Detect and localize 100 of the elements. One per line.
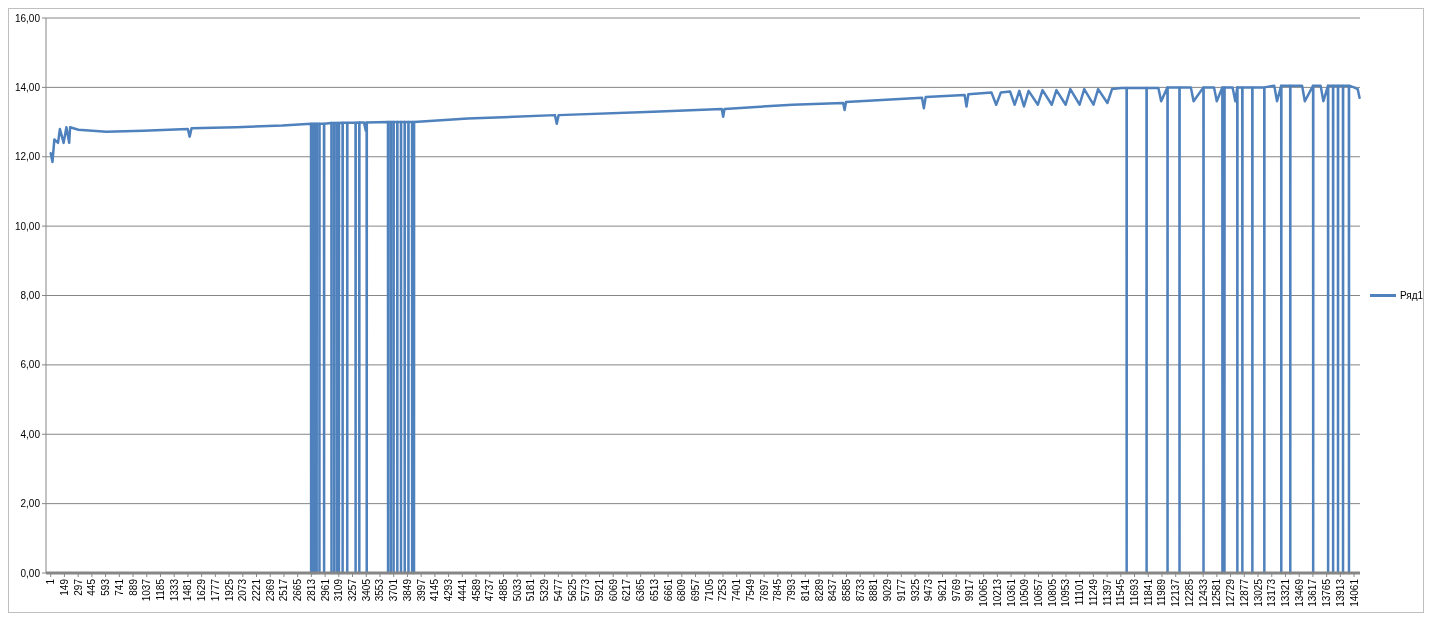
x-tick-label: 7697 xyxy=(758,578,770,602)
x-tick-label: 11101 xyxy=(1074,578,1086,606)
x-tick-label: 12877 xyxy=(1238,578,1250,607)
x-tick-label: 12729 xyxy=(1225,578,1237,607)
y-tick-label: 10,00 xyxy=(14,220,41,232)
y-tick-label: 12,00 xyxy=(14,151,41,163)
x-tick-label: 4885 xyxy=(497,578,509,602)
x-tick-label: 1333 xyxy=(168,578,180,602)
x-tick-label: 9325 xyxy=(909,578,921,602)
x-tick-label: 3701 xyxy=(388,578,400,602)
x-tick-label: 11841 xyxy=(1142,578,1154,607)
x-tick-label: 12581 xyxy=(1211,578,1223,607)
x-tick-label: 5033 xyxy=(511,578,523,602)
y-tick-label: 0,00 xyxy=(20,567,41,579)
x-tick-label: 8437 xyxy=(827,578,839,602)
x-tick-label: 4589 xyxy=(470,578,482,602)
x-tick-label: 4293 xyxy=(443,578,455,602)
x-tick-label: 11545 xyxy=(1115,578,1127,607)
x-tick-label: 4441 xyxy=(456,578,468,602)
x-tick-label: 2517 xyxy=(278,578,290,602)
x-tick-label: 3849 xyxy=(401,578,413,602)
x-tick-label: 7401 xyxy=(731,578,743,602)
line-series xyxy=(49,84,1361,575)
x-tick-label: 9473 xyxy=(923,578,935,602)
x-tick-label: 12137 xyxy=(1170,578,1182,607)
x-tick-label: 2369 xyxy=(264,578,276,602)
x-tick-label: 11989 xyxy=(1156,578,1168,607)
x-tick-label: 7845 xyxy=(772,578,784,602)
x-tick-label: 741 xyxy=(113,578,125,596)
x-tick-label: 1777 xyxy=(209,578,221,602)
y-tick-label: 2,00 xyxy=(20,498,41,510)
x-tick-label: 4737 xyxy=(484,578,496,602)
x-tick-label: 1037 xyxy=(141,578,153,602)
x-tick-label: 13173 xyxy=(1266,578,1278,607)
x-tick-label: 3553 xyxy=(374,578,386,602)
x-tick-label: 10065 xyxy=(978,578,990,607)
x-tick-label: 2813 xyxy=(305,578,317,602)
y-tick-label: 16,00 xyxy=(14,12,41,24)
x-tick-label: 13025 xyxy=(1252,578,1264,607)
x-tick-label: 7105 xyxy=(703,578,715,602)
x-tick-label: 9917 xyxy=(964,578,976,602)
x-tick-label: 1481 xyxy=(182,578,194,602)
x-tick-label: 13765 xyxy=(1321,578,1333,607)
x-tick-label: 3405 xyxy=(360,578,372,602)
x-tick-label: 1185 xyxy=(154,578,166,601)
x-tick-label: 6809 xyxy=(676,578,688,602)
x-tick-label: 2221 xyxy=(251,578,263,602)
x-tick-label: 889 xyxy=(127,578,139,596)
x-tick-label: 10361 xyxy=(1005,578,1017,607)
x-tick-label: 6069 xyxy=(607,578,619,602)
x-tick-label: 10805 xyxy=(1046,578,1058,607)
x-tick-label: 10509 xyxy=(1019,578,1031,607)
x-tick-label: 14061 xyxy=(1348,578,1360,607)
x-tick-label: 5625 xyxy=(566,578,578,602)
x-tick-label: 13617 xyxy=(1307,578,1319,607)
x-tick-label: 149 xyxy=(58,578,70,596)
y-tick-label: 4,00 xyxy=(20,428,41,440)
x-tick-label: 3109 xyxy=(333,578,345,602)
x-tick-label: 8881 xyxy=(868,578,880,602)
x-tick-label: 9177 xyxy=(895,578,907,602)
x-tick-label: 1629 xyxy=(196,578,208,602)
x-tick-label: 9621 xyxy=(936,578,948,602)
x-tick-label: 5921 xyxy=(594,578,605,602)
x-tick-label: 10213 xyxy=(991,578,1003,607)
x-tick-label: 1 xyxy=(45,578,57,585)
x-tick-label: 1925 xyxy=(223,578,235,602)
x-tick-label: 5477 xyxy=(552,578,564,602)
y-tick-label: 6,00 xyxy=(20,359,41,371)
x-tick-label: 7549 xyxy=(744,578,756,602)
x-tick-label: 8289 xyxy=(813,578,825,602)
x-tick-label: 2961 xyxy=(319,578,331,602)
x-tick-label: 12285 xyxy=(1183,578,1195,607)
x-tick-label: 2073 xyxy=(237,578,249,602)
x-tick-label: 8733 xyxy=(854,578,866,602)
x-tick-label: 10657 xyxy=(1033,578,1045,607)
x-tick-label: 2665 xyxy=(292,578,304,602)
x-tick-label: 8585 xyxy=(840,578,852,602)
x-tick-label: 7993 xyxy=(786,578,798,602)
x-tick-label: 6957 xyxy=(690,578,702,602)
x-tick-label: 7253 xyxy=(717,578,729,602)
x-tick-label: 13469 xyxy=(1293,578,1305,607)
x-tick-label: 6661 xyxy=(662,578,674,602)
legend-label: Ряд1 xyxy=(1400,290,1424,301)
x-tick-label: 10953 xyxy=(1060,578,1072,607)
x-tick-label: 593 xyxy=(100,578,112,596)
x-tick-label: 5773 xyxy=(580,578,592,602)
x-tick-label: 6365 xyxy=(635,578,647,602)
x-tick-label: 12433 xyxy=(1197,578,1209,607)
x-tick-label: 5181 xyxy=(525,578,537,602)
x-tick-label: 9769 xyxy=(950,578,962,602)
x-tick-label: 445 xyxy=(86,578,98,596)
x-tick-label: 6217 xyxy=(621,578,633,602)
x-tick-label: 11397 xyxy=(1101,578,1113,607)
x-tick-label: 11249 xyxy=(1087,578,1099,607)
y-tick-label: 14,00 xyxy=(14,81,41,93)
x-tick-label: 3257 xyxy=(347,578,359,602)
x-tick-label: 13321 xyxy=(1279,578,1291,607)
x-tick-label: 9029 xyxy=(882,578,894,602)
x-tick-label: 11693 xyxy=(1129,578,1141,607)
x-tick-label: 5329 xyxy=(539,578,551,602)
